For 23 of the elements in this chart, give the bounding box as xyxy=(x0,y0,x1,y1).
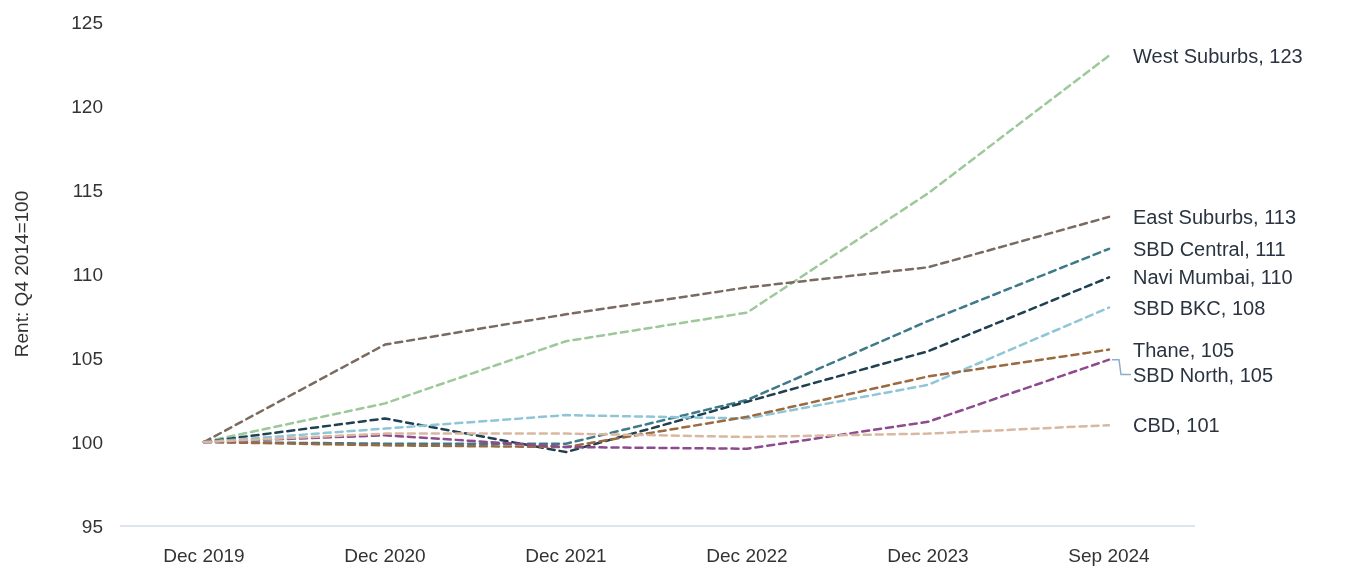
data-label: West Suburbs, 123 xyxy=(1133,44,1303,67)
x-tick-label: Dec 2022 xyxy=(706,545,788,566)
x-tick-label: Dec 2023 xyxy=(887,545,969,566)
y-tick-label: 125 xyxy=(71,11,103,33)
data-label: East Suburbs, 113 xyxy=(1133,205,1297,228)
y-tick-label: 95 xyxy=(81,515,103,537)
data-label: CBD, 101 xyxy=(1133,414,1220,437)
x-tick-label: Sep 2024 xyxy=(1068,545,1151,566)
y-tick-label: 115 xyxy=(72,179,103,201)
data-label: Thane, 105 xyxy=(1133,338,1235,361)
line-series xyxy=(202,423,1111,444)
y-axis-title: Rent: Q4 2014=100 xyxy=(11,190,32,358)
y-tick-label: 105 xyxy=(71,347,103,369)
y-tick-label: 110 xyxy=(72,263,103,285)
x-tick-label: Dec 2021 xyxy=(525,545,607,566)
data-label: SBD BKC, 108 xyxy=(1133,296,1266,319)
x-tick-label: Dec 2020 xyxy=(344,545,426,566)
data-label: SBD Central, 111 xyxy=(1133,237,1286,260)
y-tick-label: 100 xyxy=(71,431,103,453)
y-tick-label: 120 xyxy=(71,95,103,117)
x-tick-label: Dec 2019 xyxy=(163,545,245,566)
data-label: Navi Mumbai, 110 xyxy=(1133,266,1293,289)
data-label: SBD North, 105 xyxy=(1133,363,1274,386)
